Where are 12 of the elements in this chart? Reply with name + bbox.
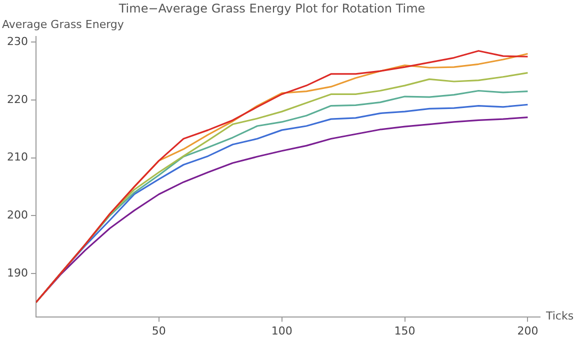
y-tick-label: 220	[6, 92, 28, 106]
x-axis-title: Ticks	[545, 310, 574, 323]
x-tick-label: 50	[152, 324, 166, 338]
y-tick-label: 190	[6, 266, 28, 280]
x-tick-label: 100	[271, 324, 292, 338]
x-tick-label: 150	[394, 324, 416, 338]
y-tick-label: 230	[6, 35, 28, 48]
y-tick-label: 210	[6, 150, 28, 164]
chart-title: Time−Average Grass Energy Plot for Rotation Time	[118, 1, 426, 16]
y-tick-label: 200	[6, 208, 28, 222]
y-axis-title: Average Grass Energy	[2, 18, 124, 31]
x-tick-label: 200	[517, 324, 538, 338]
